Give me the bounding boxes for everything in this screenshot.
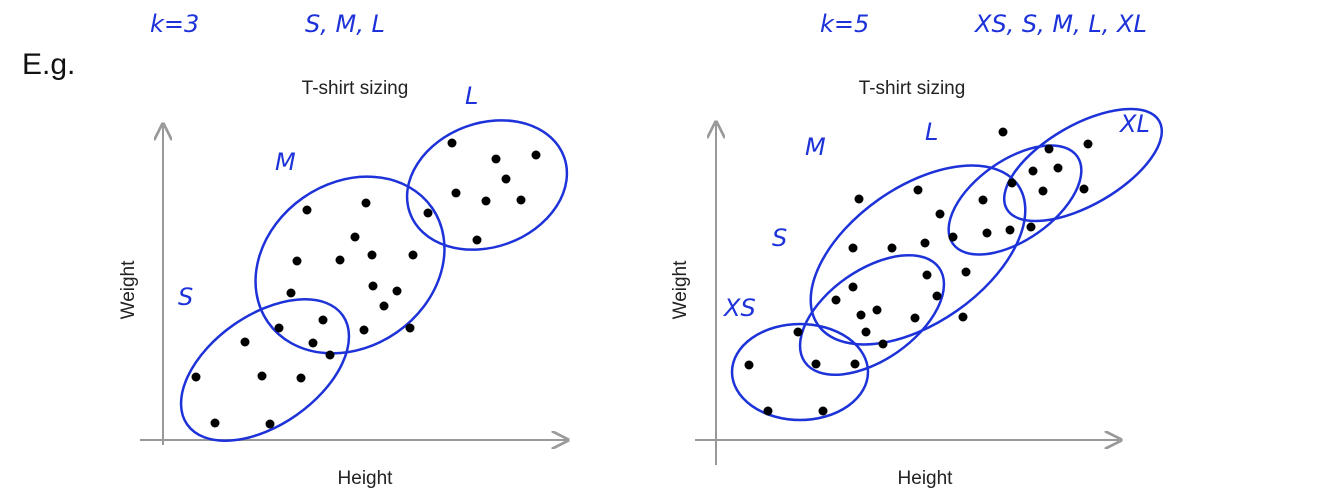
cluster-outline: [254, 175, 446, 355]
point: [920, 238, 930, 248]
point: [982, 228, 992, 238]
point: [191, 372, 201, 382]
point: [257, 371, 267, 381]
point: [361, 198, 371, 208]
point: [491, 154, 501, 164]
point: [501, 174, 511, 184]
point: [1038, 186, 1048, 196]
cluster-label: XS: [722, 294, 756, 322]
point: [854, 194, 864, 204]
point: [856, 310, 866, 320]
point: [296, 373, 306, 383]
cluster-label: M: [805, 133, 826, 161]
point: [302, 205, 312, 215]
point: [1005, 225, 1015, 235]
cluster-label: L: [925, 118, 938, 146]
header-sizes: XS, S, M, L, XL: [973, 10, 1147, 38]
point: [763, 406, 773, 416]
point: [998, 127, 1008, 137]
point: [447, 138, 457, 148]
point: [335, 255, 345, 265]
point: [318, 315, 328, 325]
point: [848, 282, 858, 292]
point: [367, 250, 377, 260]
point: [872, 305, 882, 315]
point: [350, 232, 360, 242]
point: [978, 195, 988, 205]
header-k: k=5: [820, 10, 869, 38]
point: [481, 196, 491, 206]
point: [861, 327, 871, 337]
cluster-label: L: [465, 82, 478, 110]
cluster-label: S: [772, 224, 787, 252]
cluster-outline: [798, 253, 946, 377]
cluster-label: S: [178, 283, 193, 311]
cluster-label: XL: [1118, 110, 1150, 138]
point: [274, 323, 284, 333]
point: [961, 267, 971, 277]
point: [932, 291, 942, 301]
plot-title: T-shirt sizing: [859, 78, 966, 99]
point: [811, 359, 821, 369]
cluster-outline: [1002, 107, 1164, 223]
point: [848, 243, 858, 253]
point: [325, 350, 335, 360]
point: [887, 243, 897, 253]
point: [240, 337, 250, 347]
point: [831, 295, 841, 305]
point: [1083, 139, 1093, 149]
cluster-label: M: [275, 148, 296, 176]
cluster-outline: [405, 119, 569, 251]
point: [451, 188, 461, 198]
point: [850, 359, 860, 369]
point: [878, 339, 888, 349]
point: [935, 209, 945, 219]
point: [922, 270, 932, 280]
point: [913, 185, 923, 195]
point: [286, 288, 296, 298]
point: [405, 323, 415, 333]
example-label: E.g.: [22, 48, 75, 81]
point: [744, 360, 754, 370]
y-axis-label: Weight: [118, 260, 139, 320]
x-axis-label: Height: [898, 468, 954, 489]
point: [210, 418, 220, 428]
point: [1028, 166, 1038, 176]
point: [472, 235, 482, 245]
cluster-outline: [947, 144, 1083, 256]
cluster-outline: [730, 322, 870, 422]
plot-title: T-shirt sizing: [302, 78, 409, 99]
point: [1007, 178, 1017, 188]
cluster-outline: [179, 298, 351, 442]
cluster-outline: [809, 164, 1027, 346]
point: [1053, 163, 1063, 173]
point: [379, 301, 389, 311]
point: [423, 208, 433, 218]
point: [958, 312, 968, 322]
header-sizes: S, M, L: [305, 10, 385, 38]
point: [793, 327, 803, 337]
point: [1026, 222, 1036, 232]
point: [308, 338, 318, 348]
header-k: k=3: [150, 10, 199, 38]
point: [1079, 184, 1089, 194]
point: [408, 250, 418, 260]
point: [392, 286, 402, 296]
point: [516, 195, 526, 205]
point: [818, 406, 828, 416]
point: [948, 232, 958, 242]
point: [531, 150, 541, 160]
point: [292, 256, 302, 266]
point: [359, 325, 369, 335]
points: [191, 127, 1093, 429]
point: [910, 313, 920, 323]
x-axis-label: Height: [338, 468, 394, 489]
point: [1044, 144, 1054, 154]
point: [368, 281, 378, 291]
point: [265, 419, 275, 429]
y-axis-label: Weight: [670, 260, 691, 320]
